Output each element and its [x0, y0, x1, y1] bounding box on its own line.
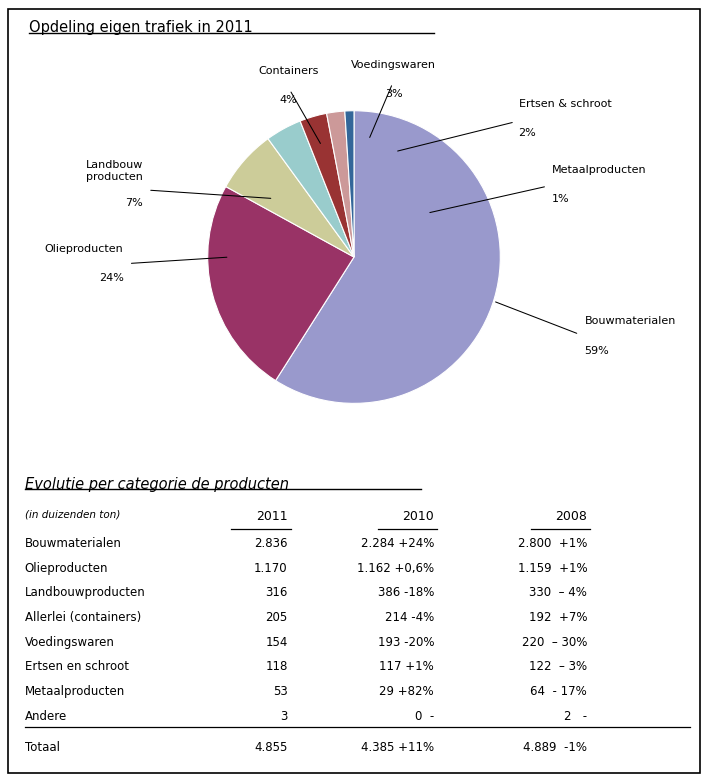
Text: 1%: 1%: [552, 194, 569, 204]
Text: 2.800  +1%: 2.800 +1%: [518, 537, 587, 550]
Text: 3: 3: [280, 710, 287, 723]
Text: Ertsen & schroot: Ertsen & schroot: [518, 99, 611, 109]
Text: Opdeling eigen trafiek in 2011: Opdeling eigen trafiek in 2011: [29, 20, 253, 35]
Text: Andere: Andere: [25, 710, 67, 723]
Text: 154: 154: [266, 636, 287, 649]
Text: Voedingswaren: Voedingswaren: [351, 59, 436, 70]
Text: 316: 316: [266, 586, 287, 599]
Text: 220  – 30%: 220 – 30%: [522, 636, 587, 649]
Text: 1.159  +1%: 1.159 +1%: [518, 561, 587, 575]
Wedge shape: [207, 187, 354, 381]
Text: Metaalproducten: Metaalproducten: [25, 685, 125, 698]
Text: Containers: Containers: [258, 66, 319, 76]
Text: 2011: 2011: [256, 510, 287, 523]
Text: 1.170: 1.170: [254, 561, 287, 575]
Text: Totaal: Totaal: [25, 741, 59, 754]
Text: 2.836: 2.836: [254, 537, 287, 550]
Wedge shape: [275, 111, 501, 404]
Text: 53: 53: [273, 685, 287, 698]
Text: 4%: 4%: [279, 95, 297, 106]
Text: Voedingswaren: Voedingswaren: [25, 636, 115, 649]
Wedge shape: [268, 121, 354, 257]
Text: 59%: 59%: [584, 346, 609, 356]
Text: Olieproducten: Olieproducten: [25, 561, 108, 575]
Text: 193 -20%: 193 -20%: [377, 636, 434, 649]
Text: Metaalproducten: Metaalproducten: [552, 165, 646, 175]
Text: 2.284 +24%: 2.284 +24%: [360, 537, 434, 550]
Text: Landbouwproducten: Landbouwproducten: [25, 586, 146, 599]
Text: Evolutie per categorie de producten: Evolutie per categorie de producten: [25, 477, 289, 492]
Text: 4.855: 4.855: [254, 741, 287, 754]
Text: Ertsen en schroot: Ertsen en schroot: [25, 660, 129, 673]
Text: 29 +82%: 29 +82%: [379, 685, 434, 698]
Text: 214 -4%: 214 -4%: [385, 611, 434, 624]
Text: Bouwmaterialen: Bouwmaterialen: [584, 317, 676, 326]
Text: 2008: 2008: [555, 510, 587, 523]
Wedge shape: [345, 111, 354, 257]
Text: 2   -: 2 -: [564, 710, 587, 723]
Text: 2010: 2010: [402, 510, 434, 523]
Text: 2%: 2%: [518, 128, 537, 138]
Text: (in duizenden ton): (in duizenden ton): [25, 510, 120, 520]
Text: 0  -: 0 -: [415, 710, 434, 723]
Text: 192  +7%: 192 +7%: [529, 611, 587, 624]
Text: 118: 118: [266, 660, 287, 673]
Wedge shape: [226, 138, 354, 257]
Text: Landbouw
producten: Landbouw producten: [86, 160, 143, 182]
Text: 24%: 24%: [98, 273, 124, 283]
Text: Allerlei (containers): Allerlei (containers): [25, 611, 141, 624]
Text: 386 -18%: 386 -18%: [377, 586, 434, 599]
Text: 205: 205: [266, 611, 287, 624]
Text: 330  – 4%: 330 – 4%: [530, 586, 587, 599]
Wedge shape: [300, 113, 354, 257]
Text: 7%: 7%: [125, 198, 143, 208]
Text: 1.162 +0,6%: 1.162 +0,6%: [357, 561, 434, 575]
Text: 117 +1%: 117 +1%: [379, 660, 434, 673]
Text: Olieproducten: Olieproducten: [45, 244, 124, 254]
Text: Bouwmaterialen: Bouwmaterialen: [25, 537, 122, 550]
Text: 4.889  -1%: 4.889 -1%: [523, 741, 587, 754]
Text: 4.385 +11%: 4.385 +11%: [361, 741, 434, 754]
Text: 3%: 3%: [384, 89, 402, 99]
Wedge shape: [326, 111, 354, 257]
Text: 122  – 3%: 122 – 3%: [529, 660, 587, 673]
Text: 64  - 17%: 64 - 17%: [530, 685, 587, 698]
